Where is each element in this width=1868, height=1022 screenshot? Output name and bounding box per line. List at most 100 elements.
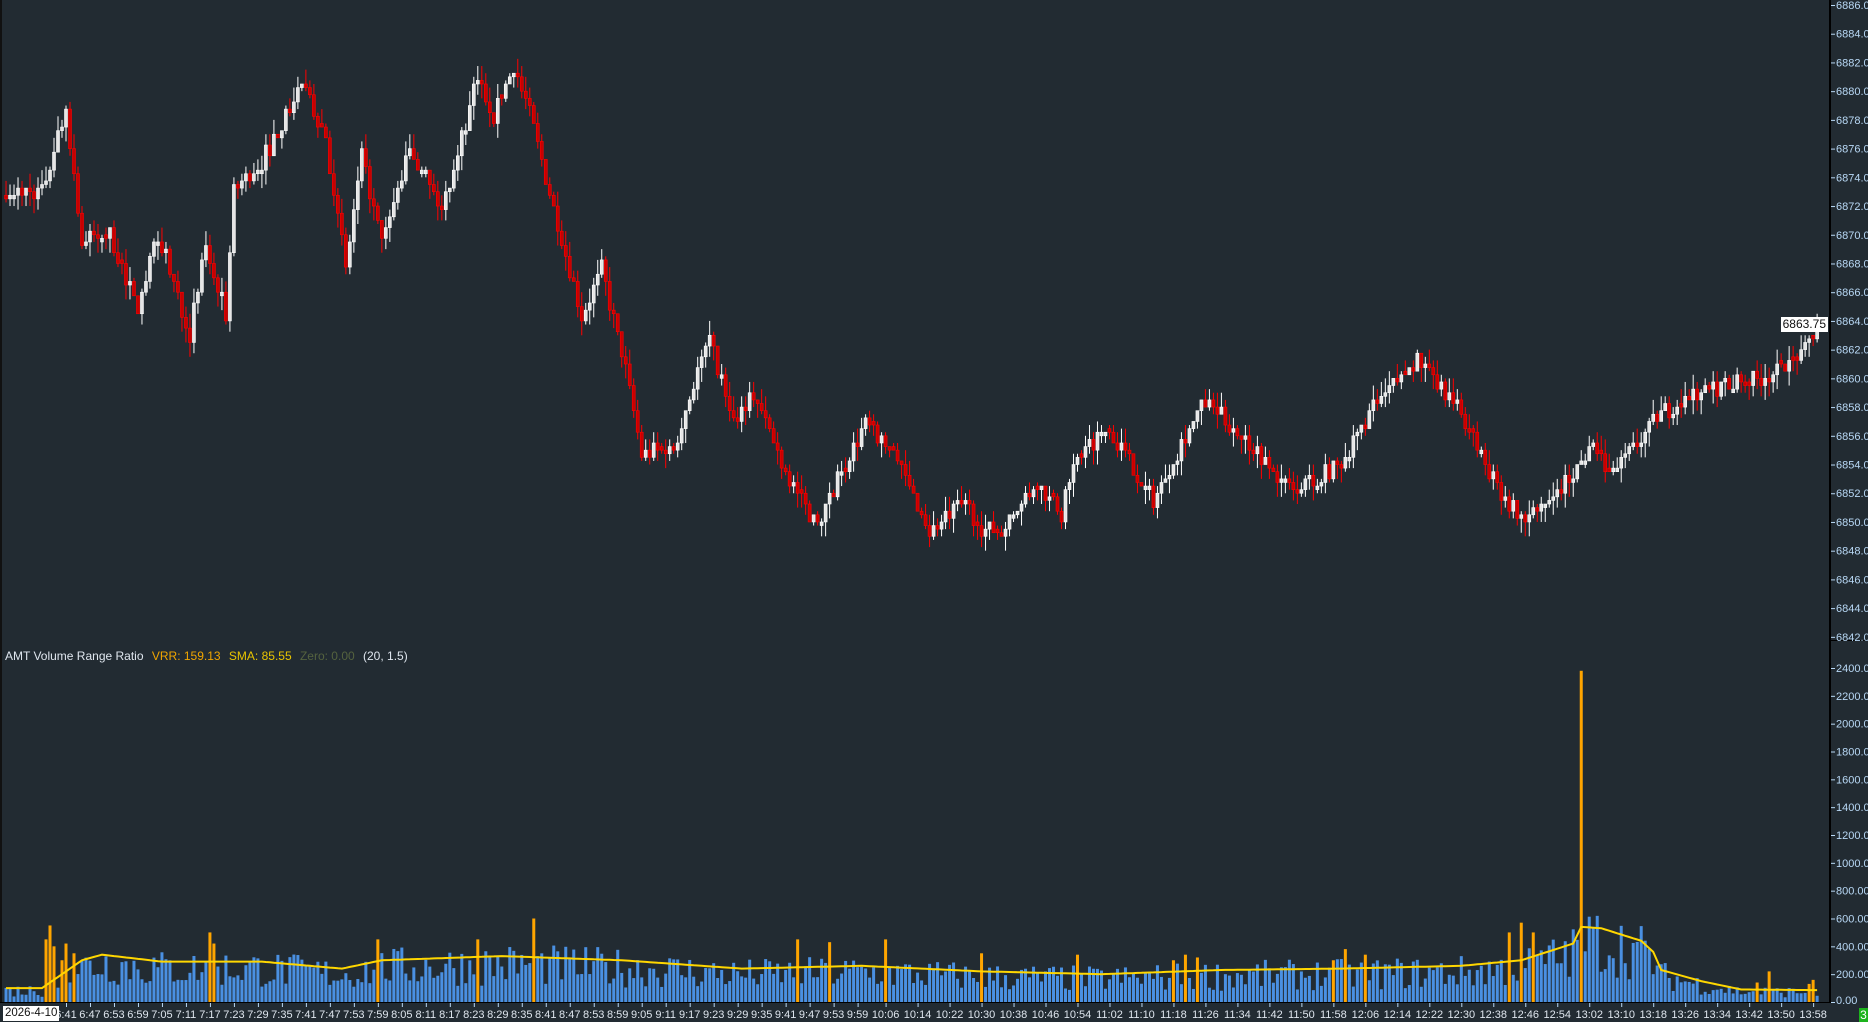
volume-bar	[512, 950, 516, 1002]
candle-down	[1603, 453, 1608, 473]
volume-bar	[12, 996, 16, 1002]
candle-down	[248, 173, 252, 182]
time-tick	[1813, 1003, 1815, 1007]
candle-down	[1559, 489, 1564, 494]
candle-down	[787, 471, 792, 487]
candle-down	[440, 205, 444, 210]
candle-up	[587, 302, 592, 311]
candle-down	[160, 241, 164, 254]
volume-bar	[812, 977, 816, 1002]
volume-bar	[1291, 964, 1295, 1002]
candle-wick	[85, 231, 87, 250]
candle-down	[184, 317, 188, 329]
time-tick-label: 7:05	[151, 1009, 172, 1021]
volume-bar	[40, 996, 44, 1002]
volume-bar	[112, 980, 116, 1002]
volume-bar	[224, 955, 228, 1002]
volume-bar	[896, 965, 900, 1002]
volume-bar	[888, 967, 892, 1002]
last-price-marker: 6863.75	[1780, 317, 1828, 332]
candle-up	[591, 284, 596, 304]
candle-down	[479, 80, 484, 85]
time-tick-label: 11:58	[1320, 1009, 1347, 1021]
candle-up	[1031, 489, 1036, 498]
volume-bar	[460, 953, 464, 1002]
volume-bar	[1255, 964, 1259, 1002]
candle-up	[1087, 439, 1092, 447]
volume-bar	[288, 957, 292, 1002]
candle-down	[320, 123, 324, 128]
volume-bar	[804, 966, 808, 1002]
candle-down	[312, 94, 316, 117]
volume-bar	[784, 969, 788, 1002]
time-tick	[665, 1003, 667, 1007]
volume-bar	[116, 984, 120, 1002]
indicator-name: AMT Volume Range Ratio	[5, 649, 144, 663]
volume-bar	[976, 981, 980, 1002]
candle-down	[96, 234, 100, 239]
volume-bar	[1267, 968, 1271, 1002]
candle-wick	[901, 460, 903, 479]
volume-bar-high	[44, 939, 48, 1002]
volume-bar	[136, 969, 140, 1002]
candle-wick	[1796, 353, 1798, 375]
candle-up	[1519, 514, 1524, 519]
volume-bar	[1607, 955, 1611, 1002]
zero-value: Zero: 0.00	[299, 649, 355, 663]
time-tick	[1525, 1003, 1527, 1007]
candle-up	[1303, 478, 1308, 490]
candle-down	[911, 485, 916, 494]
volume-bar	[496, 956, 500, 1002]
volume-bar	[1603, 969, 1607, 1002]
candle-wick	[1240, 435, 1242, 454]
volume-bar	[1319, 985, 1323, 1002]
volume-bar-high	[980, 953, 984, 1002]
volume-bar	[256, 958, 260, 1002]
left-border	[0, 0, 2, 1003]
candle-wick	[413, 134, 415, 160]
time-tick-label: 7:53	[343, 1009, 364, 1021]
candle-down	[132, 281, 136, 297]
volume-bar	[880, 981, 884, 1002]
volume-bar	[1012, 985, 1016, 1002]
candle-up	[1579, 460, 1584, 465]
volume-bar	[700, 981, 704, 1002]
volume-bar	[1123, 967, 1127, 1002]
price-tick	[1831, 407, 1835, 409]
candle-down	[92, 230, 96, 236]
volume-bar	[1587, 916, 1591, 1002]
candle-wick	[1632, 432, 1634, 451]
volume-bar	[1067, 989, 1071, 1002]
time-tick-label: 10:46	[1032, 1009, 1060, 1021]
volume-bar	[576, 974, 580, 1002]
volume-bar	[332, 980, 336, 1002]
candle-down	[372, 198, 376, 207]
candle-up	[1099, 431, 1104, 437]
volume-tick-label: 2200.00	[1836, 691, 1868, 703]
candle-up	[24, 187, 28, 196]
candle-down	[276, 133, 280, 139]
volume-bar	[1000, 987, 1004, 1002]
candle-down	[491, 112, 496, 124]
volume-bar	[1163, 989, 1167, 1002]
volume-bar	[1008, 989, 1012, 1002]
volume-bar-high	[208, 932, 212, 1002]
volume-bar	[684, 977, 688, 1002]
candle-down	[979, 525, 984, 537]
candle-up	[1531, 507, 1536, 516]
candle-down	[1599, 449, 1604, 455]
candle-up	[424, 169, 428, 175]
volume-bar	[1147, 972, 1151, 1002]
candle-up	[667, 446, 672, 455]
volume-bar	[1739, 994, 1743, 1002]
time-tick-label: 7:59	[367, 1009, 388, 1021]
volume-bar	[1779, 992, 1783, 1002]
volume-bar	[324, 961, 328, 1002]
volume-bar	[1127, 977, 1131, 1002]
candle-up	[1307, 474, 1312, 480]
candle-down	[623, 356, 628, 365]
candle-up	[1063, 489, 1068, 523]
candle-up	[244, 173, 248, 182]
volume-tick	[1831, 723, 1835, 725]
